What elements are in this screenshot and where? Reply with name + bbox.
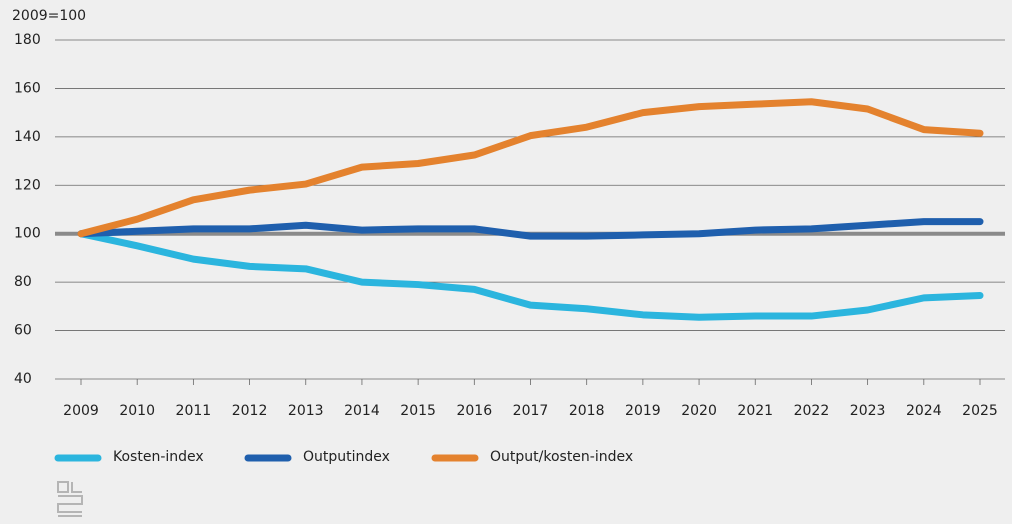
legend-label: Outputindex xyxy=(303,449,390,465)
x-tick-label: 2019 xyxy=(625,403,661,419)
legend-label: Output/kosten-index xyxy=(490,449,633,465)
x-tick-label: 2022 xyxy=(794,403,830,419)
y-tick-label: 160 xyxy=(14,80,41,96)
y-tick-label: 80 xyxy=(14,274,32,290)
x-tick-label: 2013 xyxy=(288,403,324,419)
series-line xyxy=(77,218,984,240)
x-tick-label: 2015 xyxy=(400,403,436,419)
x-tick-label: 2020 xyxy=(681,403,717,419)
y-axis-label: 2009=100 xyxy=(12,8,86,24)
x-tick-label: 2025 xyxy=(962,403,998,419)
series-line xyxy=(77,230,984,321)
x-tick-label: 2018 xyxy=(569,403,605,419)
x-tick-label: 2009 xyxy=(63,403,99,419)
x-tick-label: 2023 xyxy=(850,403,886,419)
y-tick-label: 120 xyxy=(14,177,41,193)
y-tick-label: 140 xyxy=(14,129,41,145)
x-tick-label: 2014 xyxy=(344,403,380,419)
y-tick-label: 180 xyxy=(14,32,41,48)
cbs-logo xyxy=(57,481,83,517)
x-tick-label: 2016 xyxy=(456,403,492,419)
y-tick-label: 100 xyxy=(14,226,41,242)
x-tick-label: 2017 xyxy=(513,403,549,419)
x-tick-label: 2011 xyxy=(176,403,212,419)
y-tick-label: 40 xyxy=(14,371,32,387)
x-tick-label: 2012 xyxy=(232,403,268,419)
series-line xyxy=(77,98,984,238)
x-tick-label: 2010 xyxy=(119,403,155,419)
legend-label: Kosten-index xyxy=(113,449,204,465)
y-tick-label: 60 xyxy=(14,323,32,339)
x-tick-label: 2021 xyxy=(737,403,773,419)
x-tick-label: 2024 xyxy=(906,403,942,419)
